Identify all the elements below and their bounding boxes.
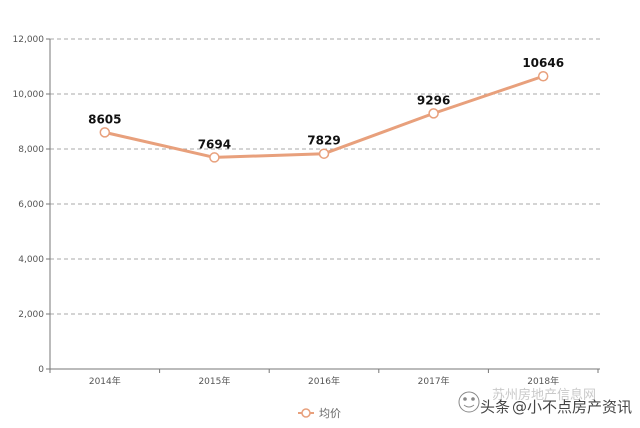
watermark-badge-icon: [458, 391, 480, 413]
data-point[interactable]: [318, 148, 330, 159]
data-label: 9296: [417, 93, 450, 107]
gridlines: [50, 38, 600, 315]
x-tick-label: 2016年: [308, 375, 340, 387]
y-tick-label: 8,000: [18, 145, 44, 155]
data-point[interactable]: [537, 70, 549, 82]
data-label: 7694: [198, 137, 231, 151]
x-tick-label: 2017年: [418, 375, 450, 387]
x-tick-label: 2018年: [527, 375, 559, 387]
y-tick-label: 0: [38, 365, 44, 375]
legend-marker-icon: [301, 408, 311, 418]
data-label: 8605: [88, 112, 121, 126]
watermark-faint-text: 苏州房地产信息网: [492, 387, 596, 403]
series-average-price: [99, 70, 549, 163]
x-tick-label: 2015年: [198, 375, 230, 387]
x-tick-label: 2014年: [89, 375, 121, 387]
data-point[interactable]: [428, 108, 439, 119]
data-point[interactable]: [209, 152, 220, 163]
data-labels: 8605 7694 7829 9296 10646: [88, 56, 564, 151]
watermark: 苏州房地产信息网 头条 @小不点房产资讯: [458, 387, 632, 416]
x-axis-ticks: 2014年 2015年 2016年 2017年 2018年: [49, 369, 599, 387]
legend[interactable]: 均价: [298, 407, 341, 420]
y-tick-label: 10,000: [13, 90, 45, 100]
data-label: 7829: [307, 134, 340, 148]
data-label: 10646: [522, 56, 564, 70]
y-tick-label: 12,000: [13, 35, 45, 45]
y-axis-ticks: 0 2,000 4,000 6,000 8,000 10,000 12,000: [13, 35, 50, 375]
data-point[interactable]: [99, 127, 111, 138]
y-tick-label: 6,000: [18, 200, 44, 210]
watermark-handle: @小不点房产资讯: [512, 398, 632, 416]
legend-label: 均价: [319, 407, 341, 420]
y-tick-label: 4,000: [18, 255, 44, 265]
y-tick-label: 2,000: [18, 310, 44, 320]
watermark-brand: 头条: [480, 398, 510, 416]
